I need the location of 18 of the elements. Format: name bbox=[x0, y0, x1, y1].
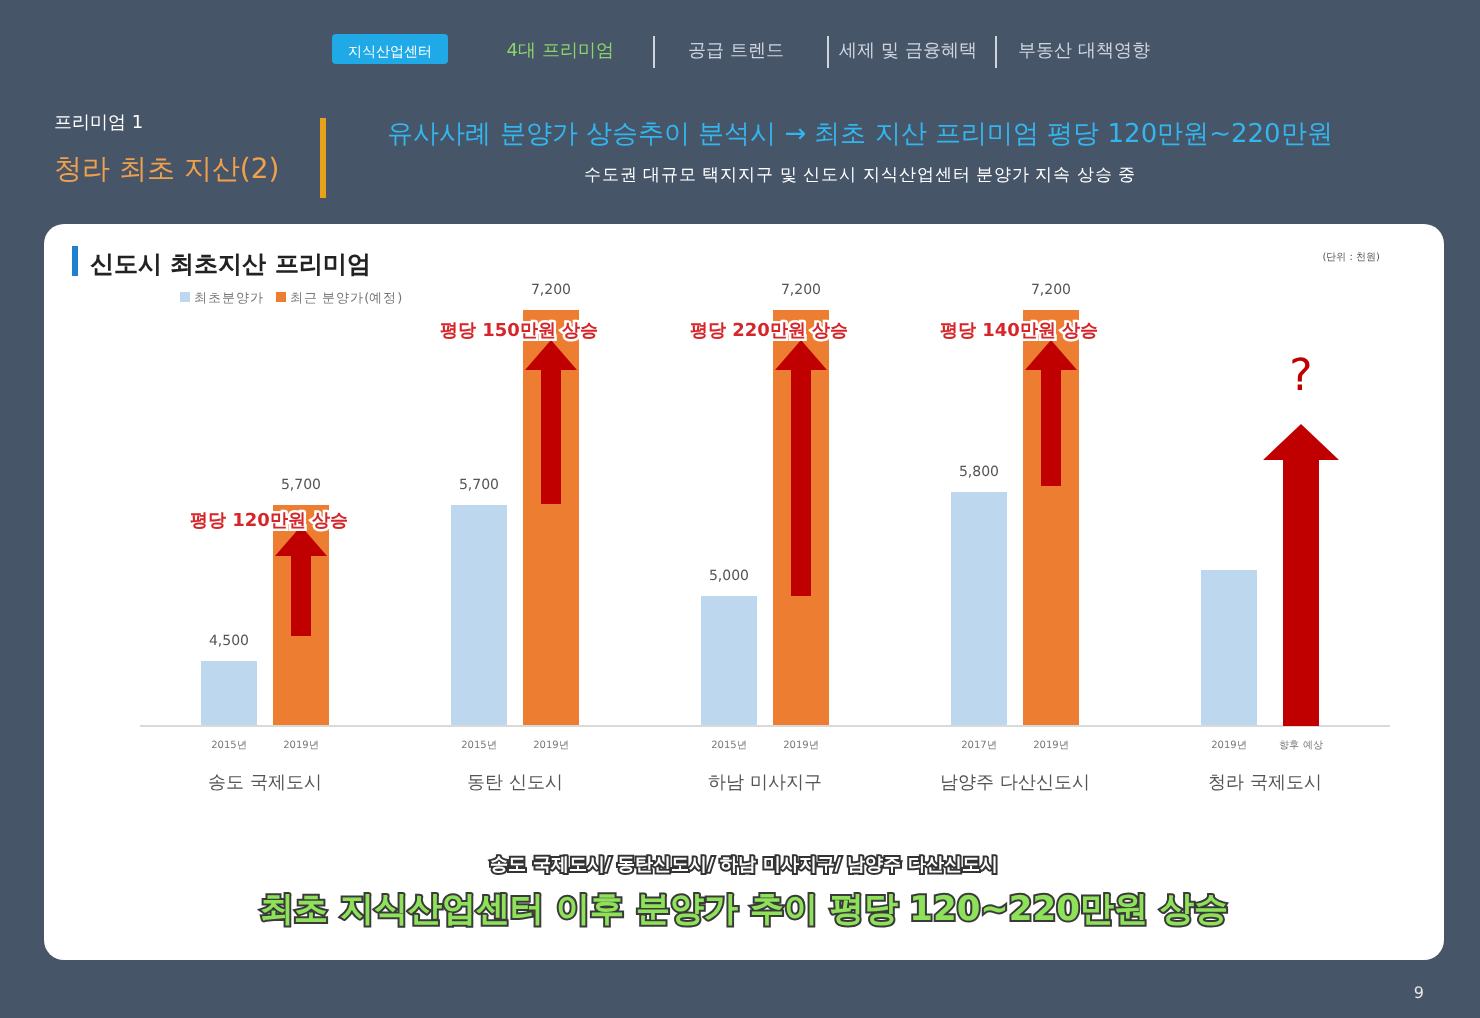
text: 수도권 대규모 택지지구 및 신도시 지식산업센터 분양가 지속 상승 중 bbox=[583, 166, 1137, 186]
text: 세제 및 금융혜택 bbox=[839, 42, 977, 62]
x-tick-label: 하남 미사지구 bbox=[708, 774, 822, 794]
annotation: ? bbox=[1289, 352, 1313, 402]
x-tick-label: 남양주 다산신도시 bbox=[940, 774, 1090, 794]
text: 청라 최초 지산(2) bbox=[54, 154, 280, 186]
text: 공급 트렌드 bbox=[688, 42, 784, 62]
text: 송도 국제도시/ 동탄신도시/ 하남 미사지구/ 남양주 다산신도시 bbox=[490, 856, 998, 876]
text: 프리미엄 1 bbox=[54, 114, 144, 134]
chart-title: 신도시 최초지산 프리미엄 bbox=[90, 250, 371, 278]
text: 최초 지식산업센터 이후 분양가 추이 평당 120~220만원 상승 bbox=[260, 890, 1228, 930]
text: 9 bbox=[1413, 984, 1424, 1002]
text: 유사사례 분양가 상승추이 분석시 → 최초 지산 프리미엄 평당 120만원~220만원 bbox=[387, 120, 1333, 150]
x-tick-label: 동탄 신도시 bbox=[467, 774, 563, 794]
x-tick-label: 송도 국제도시 bbox=[208, 774, 322, 794]
text: 부동산 대책영향 bbox=[1018, 42, 1150, 62]
text: 4대 프리미엄 bbox=[506, 42, 614, 62]
x-tick-label: 청라 국제도시 bbox=[1208, 774, 1322, 794]
